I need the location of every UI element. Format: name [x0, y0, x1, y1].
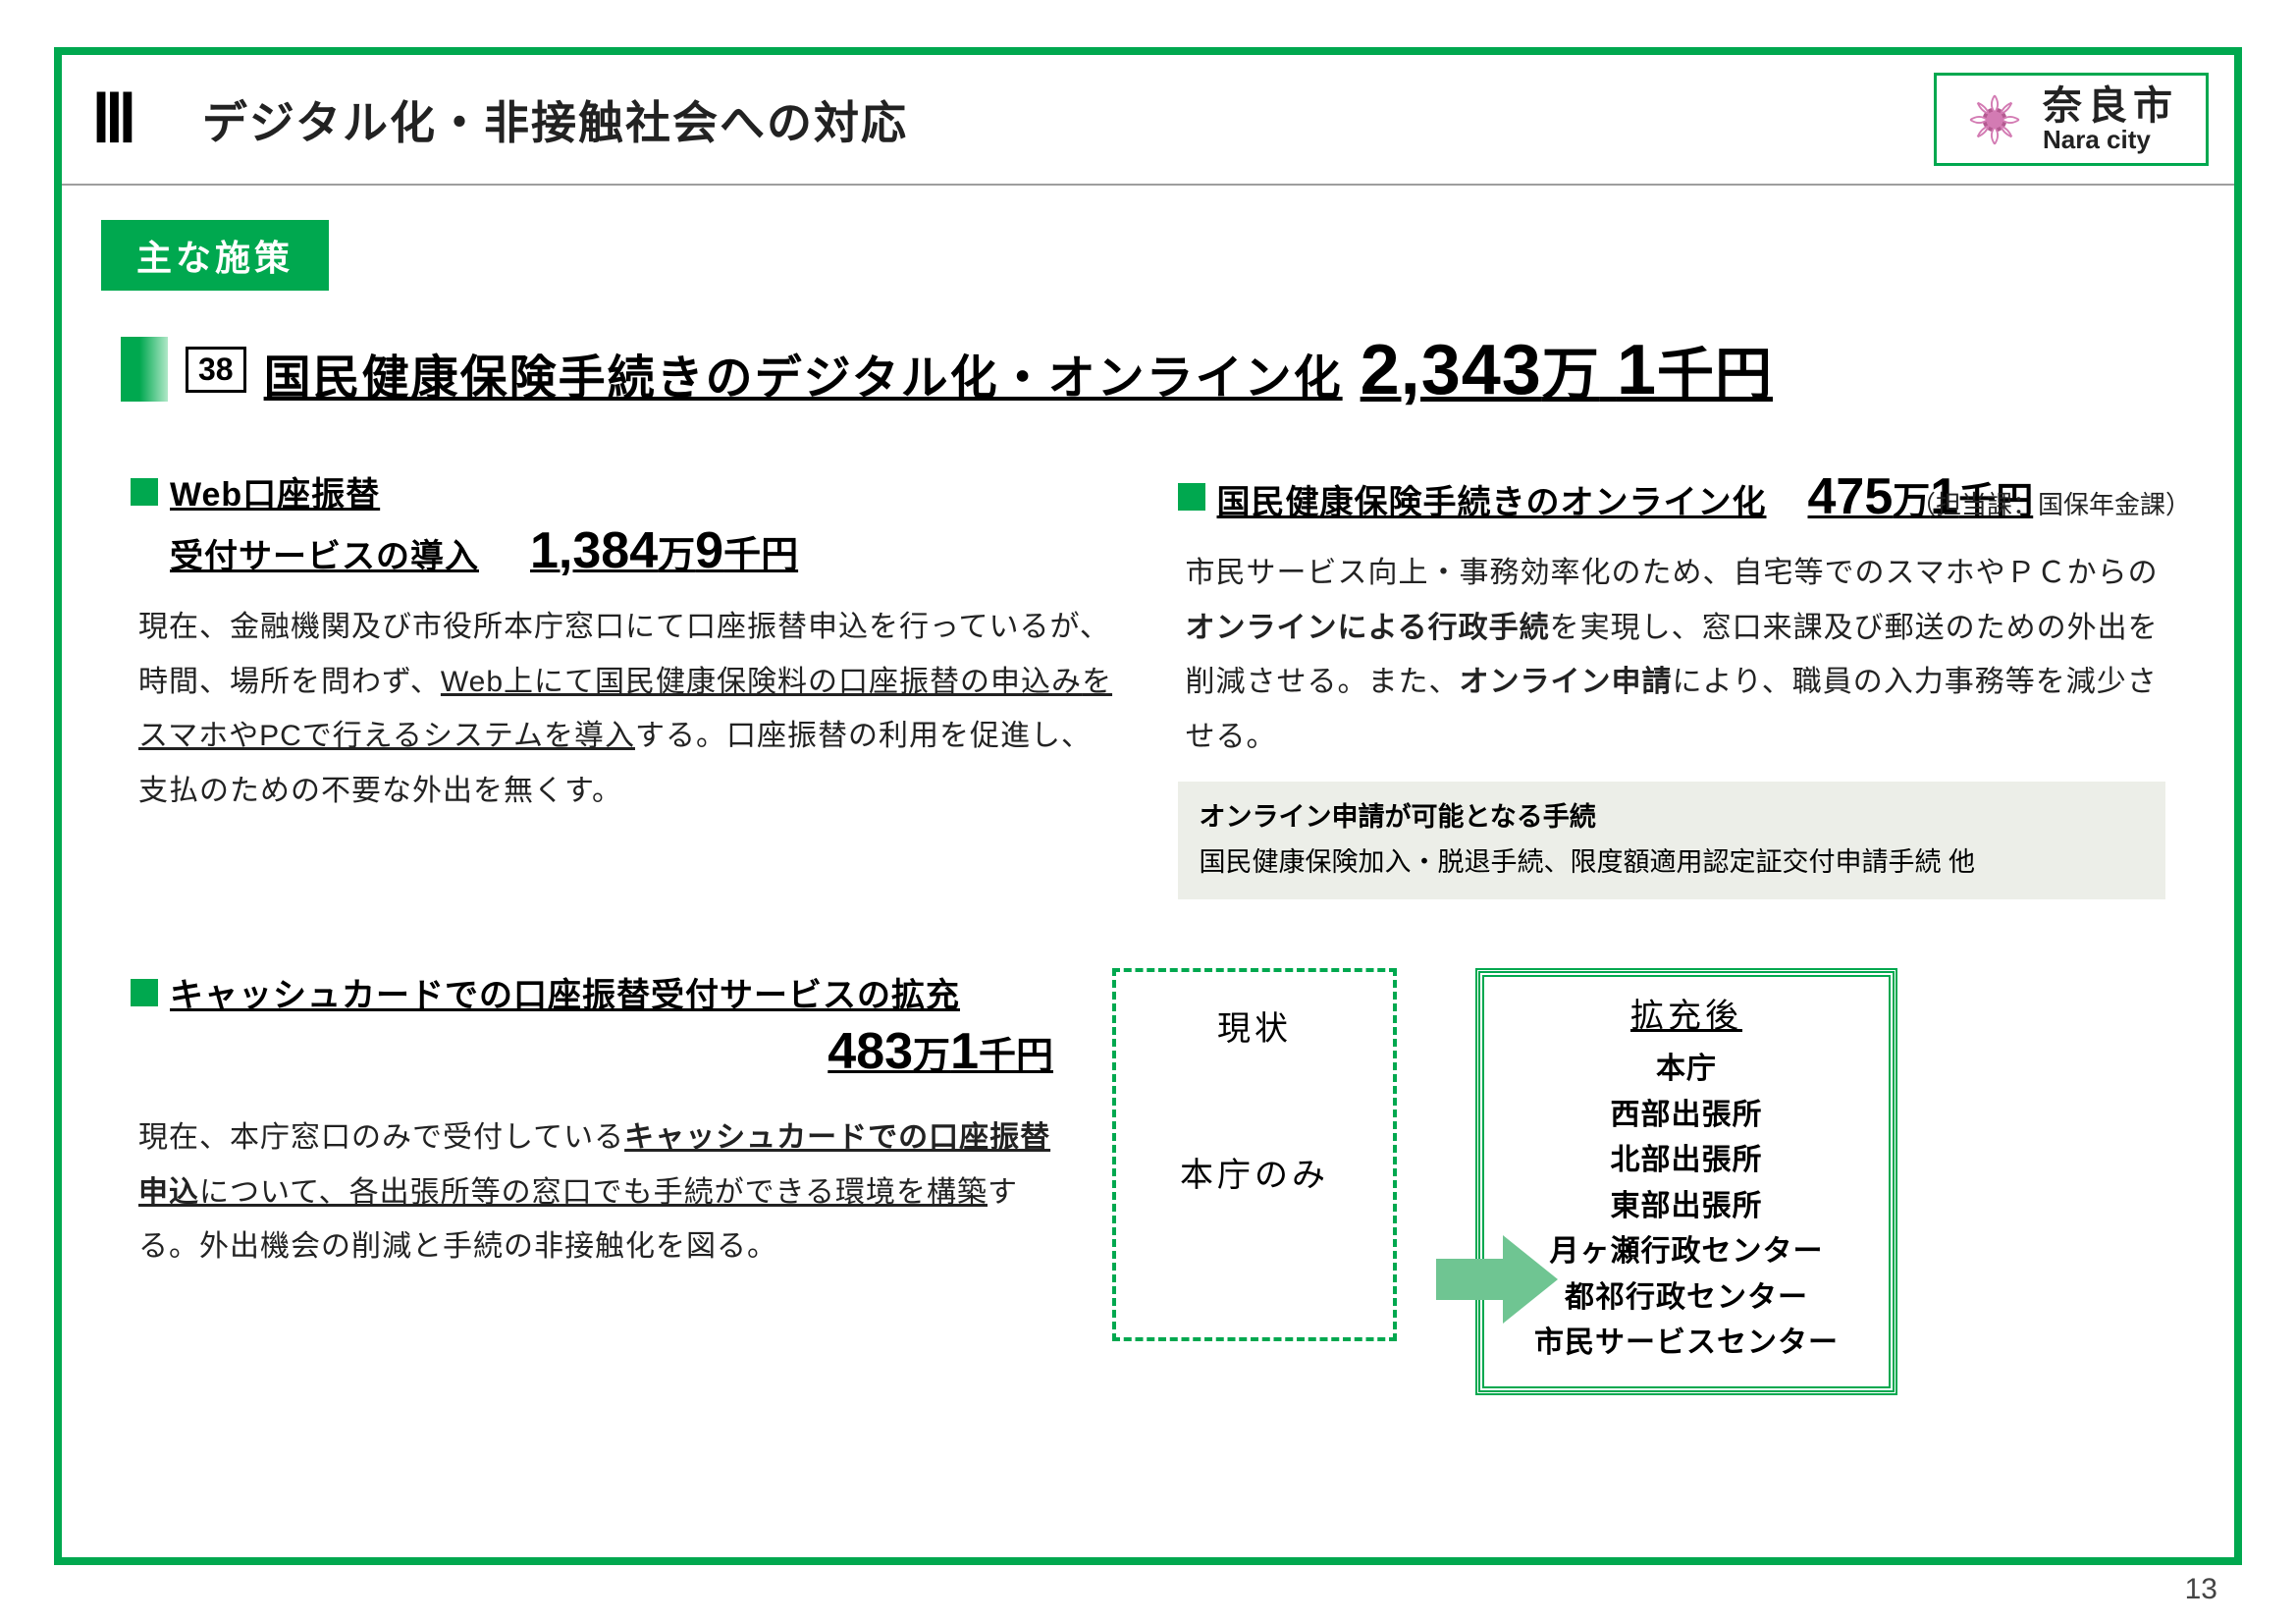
header-row: Ⅲ デジタル化・非接触社会への対応 奈良市 Nara	[62, 55, 2234, 186]
gray-box-body: 国民健康保険加入・脱退手続、限度額適用認定証交付申請手続 他	[1200, 840, 2145, 886]
policy-number-box: 38	[186, 347, 246, 393]
after-row: 本庁	[1500, 1047, 1873, 1093]
green-square-icon	[131, 979, 158, 1006]
page-number: 13	[2185, 1573, 2217, 1606]
policy-item-header: 38 国民健康保険手続きのデジタル化・オンライン化 2,343万 1千円	[121, 328, 2195, 410]
body-text-web: 現在、金融機関及び市役所本庁窓口にて口座振替申込を行っているが、時間、場所を問わ…	[131, 600, 1119, 818]
right-column-1: 国民健康保険手続きのオンライン化 475万1千円 市民サービス向上・事務効率化の…	[1178, 467, 2166, 899]
policy-amount: 2,343万 1千円	[1361, 328, 1773, 410]
gradient-bar-icon	[121, 337, 168, 402]
green-square-icon	[1178, 483, 1205, 511]
after-status-box: 拡充後 本庁 西部出張所 北部出張所 東部出張所 月ヶ瀬行政センター 都祁行政セ…	[1475, 968, 1897, 1395]
body-text-cashcard: 現在、本庁窓口のみで受付しているキャッシュカードでの口座振替申込について、各出張…	[131, 1110, 1073, 1274]
before-body: 本庁のみ	[1180, 1148, 1329, 1196]
sub-amount-web: 1,384万9千円	[530, 521, 798, 580]
sub-title-web-2: 受付サービスの導入	[170, 529, 479, 577]
before-status-box: 現状 本庁のみ	[1112, 968, 1397, 1341]
policy-item-title: 国民健康保険手続きのデジタル化・オンライン化	[264, 339, 1343, 407]
after-row: 西部出張所	[1500, 1093, 1873, 1139]
sub-title-cashcard: キャッシュカードでの口座振替受付サービスの拡充	[170, 968, 960, 1016]
after-title: 拡充後	[1500, 989, 1873, 1037]
after-row: 東部出張所	[1500, 1184, 1873, 1230]
after-row: 市民サービスセンター	[1500, 1321, 1873, 1367]
left-column-2: キャッシュカードでの口座振替受付サービスの拡充 483万1千円 現在、本庁窓口の…	[131, 968, 1073, 1274]
department-note: （担当課：国保年金課）	[1910, 485, 2191, 521]
main-policy-badge: 主な施策	[101, 220, 329, 291]
after-row: 北部出張所	[1500, 1138, 1873, 1184]
section-title: デジタル化・非接触社会への対応	[202, 87, 1934, 152]
body-text-online: 市民サービス向上・事務効率化のため、自宅等でのスマホやＰＣからのオンラインによる…	[1178, 546, 2166, 764]
gray-box-heading: オンライン申請が可能となる手続	[1200, 795, 2145, 840]
online-procedures-box: オンライン申請が可能となる手続 国民健康保険加入・脱退手続、限度額適用認定証交付…	[1178, 782, 2166, 899]
section-roman: Ⅲ	[91, 81, 133, 158]
before-title: 現状	[1217, 1001, 1292, 1050]
green-square-icon	[131, 478, 158, 506]
sub-title-web: Web口座振替	[170, 467, 380, 515]
nara-city-logo-icon	[1964, 89, 2025, 150]
left-column-1: Web口座振替 受付サービスの導入 1,384万9千円 現在、金融機関及び市役所…	[131, 467, 1119, 899]
logo-text-jp: 奈良市	[2043, 85, 2178, 127]
sub-amount-cashcard: 483万1千円	[131, 1022, 1073, 1081]
logo-text-en: Nara city	[2043, 127, 2178, 153]
sub-title-online: 国民健康保険手続きのオンライン化	[1217, 475, 1767, 523]
city-logo-box: 奈良市 Nara city	[1934, 73, 2209, 166]
